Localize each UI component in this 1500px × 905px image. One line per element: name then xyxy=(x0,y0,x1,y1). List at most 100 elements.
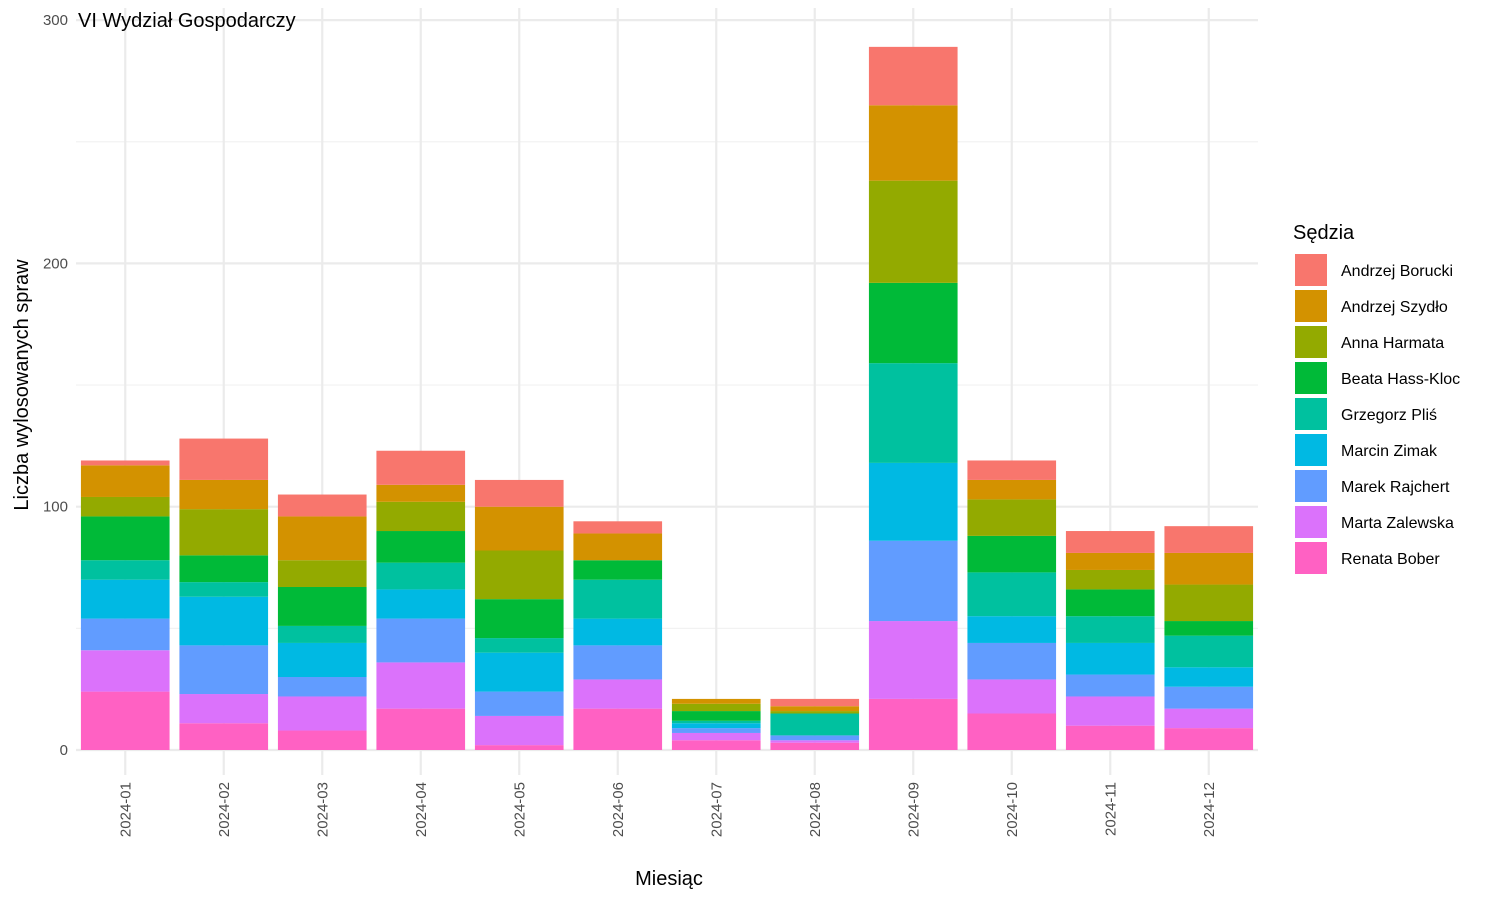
bar-segment xyxy=(474,599,564,639)
legend-swatch xyxy=(1295,254,1327,286)
bar-segment xyxy=(770,698,860,707)
y-axis-ticks: 0 100 200 300 xyxy=(43,12,68,759)
bar-segment xyxy=(967,479,1057,500)
bar-segment xyxy=(1065,531,1155,553)
legend: Sędzia Andrzej Borucki Andrzej Szydło Anna… xyxy=(1293,222,1460,576)
legend-label: Anna Harmata xyxy=(1341,335,1444,352)
bar-segment xyxy=(179,645,269,695)
x-tick-label: 2024-01 xyxy=(117,782,134,837)
bar-segment xyxy=(671,740,761,750)
bar-segment xyxy=(376,618,466,663)
facet-title: VI Wydział Gospodarczy xyxy=(78,10,296,32)
bar-segment xyxy=(277,696,367,731)
bar-segment xyxy=(671,732,761,741)
bar-segment xyxy=(770,713,860,736)
bar-segment xyxy=(671,703,761,712)
bar-segment xyxy=(80,496,170,517)
bar-segment xyxy=(573,579,663,619)
bar-segment xyxy=(80,618,170,651)
bar-segment xyxy=(1164,621,1254,636)
x-tick-label: 2024-09 xyxy=(905,782,922,837)
y-tick-label: 100 xyxy=(43,499,68,516)
bar-segment xyxy=(868,621,958,699)
bar-segment xyxy=(1164,526,1254,553)
bar-segment xyxy=(277,677,367,697)
bar-segment xyxy=(474,745,564,750)
bar-segment xyxy=(868,105,958,181)
bar-segment xyxy=(277,494,367,517)
bar-segment xyxy=(1065,696,1155,726)
bar-segment xyxy=(1065,589,1155,617)
legend-label: Renata Bober xyxy=(1341,551,1440,568)
legend-swatch xyxy=(1295,326,1327,358)
bar-segment xyxy=(1164,708,1254,729)
bar-segment xyxy=(376,662,466,709)
bar-segment xyxy=(573,533,663,561)
bar-segment xyxy=(868,282,958,364)
bar-segment xyxy=(474,506,564,551)
bar-segment xyxy=(277,642,367,678)
bar-segment xyxy=(671,723,761,729)
legend-label: Marcin Zimak xyxy=(1341,443,1438,460)
y-tick-label: 300 xyxy=(43,12,68,29)
x-tick-label: 2024-12 xyxy=(1201,782,1218,837)
bar-segment xyxy=(179,596,269,646)
x-tick-label: 2024-06 xyxy=(610,782,627,837)
bar-segment xyxy=(277,516,367,561)
legend-swatch xyxy=(1295,398,1327,430)
bar-segment xyxy=(1164,686,1254,709)
bar-segment xyxy=(80,460,170,466)
bar-segment xyxy=(573,618,663,646)
bar-segment xyxy=(573,521,663,534)
bar-segment xyxy=(1164,635,1254,668)
bar-segment xyxy=(80,691,170,750)
bar-segment xyxy=(967,460,1057,480)
bar-segment xyxy=(474,638,564,653)
bar-segment xyxy=(868,180,958,283)
bar-segment xyxy=(179,694,269,724)
x-axis-ticks: 2024-01 2024-02 2024-03 2024-04 2024-05 2024-… xyxy=(117,782,1218,837)
bar-segment xyxy=(179,555,269,583)
bar-segment xyxy=(277,625,367,643)
bar-segment xyxy=(179,582,269,597)
legend-label: Marta Zalewska xyxy=(1341,515,1454,532)
bar-segment xyxy=(770,742,860,750)
bar-segment xyxy=(1065,642,1155,675)
bar-segment xyxy=(967,499,1057,536)
bar-segment xyxy=(770,740,860,743)
bar-segment xyxy=(376,501,466,532)
legend-label: Grzegorz Pliś xyxy=(1341,407,1437,424)
bar-segment xyxy=(671,698,761,704)
bar-segment xyxy=(474,652,564,692)
bar-segment xyxy=(967,572,1057,617)
legend-swatch xyxy=(1295,506,1327,538)
bar-segment xyxy=(967,616,1057,643)
x-tick-label: 2024-02 xyxy=(216,782,233,837)
bar-segment xyxy=(277,730,367,750)
bar-segment xyxy=(376,450,466,485)
legend-swatch xyxy=(1295,290,1327,322)
x-tick-label: 2024-07 xyxy=(708,782,725,837)
bar-segment xyxy=(573,560,663,580)
bar-segment xyxy=(376,708,466,750)
bar-segment xyxy=(80,465,170,497)
bar-segment xyxy=(868,698,958,750)
x-tick-label: 2024-08 xyxy=(807,782,824,837)
x-tick-label: 2024-10 xyxy=(1004,782,1021,837)
bar-segment xyxy=(1164,667,1254,687)
bar-segment xyxy=(474,550,564,600)
bar-segment xyxy=(573,708,663,750)
legend-label: Marek Rajchert xyxy=(1341,479,1450,496)
bar-segment xyxy=(277,560,367,587)
bar-segment xyxy=(868,363,958,463)
bar-segment xyxy=(868,46,958,106)
y-tick-label: 200 xyxy=(43,255,68,272)
bar-segment xyxy=(1065,552,1155,570)
bar-segment xyxy=(277,586,367,626)
bar-segment xyxy=(770,706,860,712)
bar-segment xyxy=(1164,584,1254,622)
bar-segment xyxy=(376,589,466,619)
grid-lines xyxy=(76,8,1258,775)
bar-segment xyxy=(80,579,170,619)
